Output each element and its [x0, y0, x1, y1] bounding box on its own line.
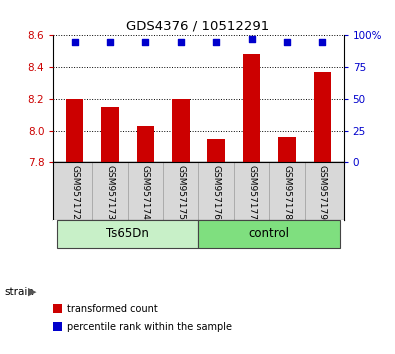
- Text: transformed count: transformed count: [67, 304, 158, 314]
- Point: [71, 39, 78, 45]
- Bar: [314, 72, 331, 162]
- Text: GSM957173: GSM957173: [105, 165, 115, 220]
- Text: ▶: ▶: [28, 287, 37, 297]
- Text: GDS4376 / 10512291: GDS4376 / 10512291: [126, 19, 269, 33]
- Bar: [243, 55, 260, 162]
- Point: [142, 39, 149, 45]
- Text: percentile rank within the sample: percentile rank within the sample: [67, 321, 232, 332]
- Text: GSM957176: GSM957176: [212, 165, 221, 220]
- Bar: [57, 220, 199, 248]
- Text: GSM957172: GSM957172: [70, 165, 79, 220]
- Point: [248, 36, 255, 42]
- Point: [178, 39, 184, 45]
- Text: GSM957178: GSM957178: [282, 165, 292, 220]
- Point: [213, 39, 219, 45]
- Bar: [101, 107, 119, 162]
- Text: GSM957175: GSM957175: [176, 165, 185, 220]
- Bar: [278, 137, 296, 162]
- Text: GSM957174: GSM957174: [141, 165, 150, 220]
- Point: [319, 39, 325, 45]
- Bar: [66, 99, 83, 162]
- Text: control: control: [249, 228, 290, 240]
- Bar: [207, 138, 225, 162]
- Bar: [137, 126, 154, 162]
- Text: Ts65Dn: Ts65Dn: [106, 228, 149, 240]
- Bar: [199, 220, 340, 248]
- Bar: [172, 99, 190, 162]
- Text: GSM957177: GSM957177: [247, 165, 256, 220]
- Point: [107, 39, 113, 45]
- Text: strain: strain: [5, 287, 35, 297]
- Text: GSM957179: GSM957179: [318, 165, 327, 220]
- Point: [284, 39, 290, 45]
